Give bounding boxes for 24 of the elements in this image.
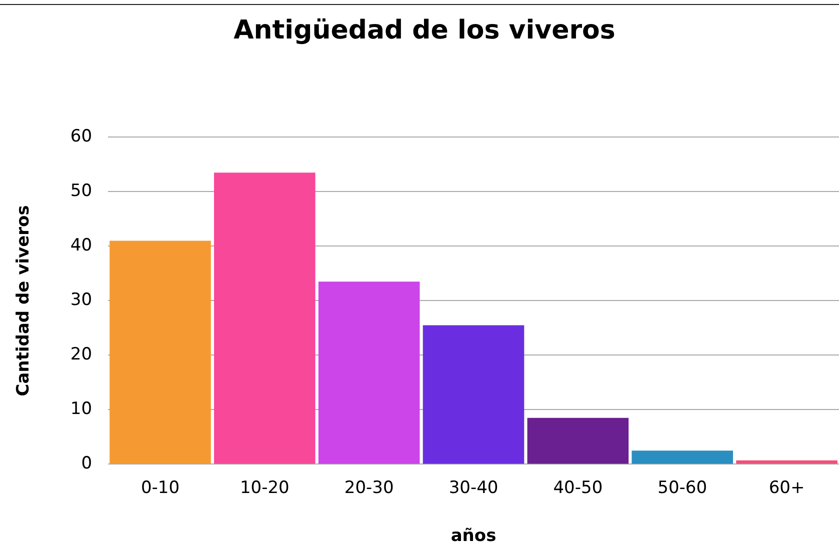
y-tick-label: 50 — [70, 181, 92, 202]
bar — [527, 418, 629, 464]
y-tick-label: 20 — [70, 344, 92, 365]
x-axis-title: años — [450, 526, 496, 546]
bar — [318, 282, 420, 464]
bar — [736, 460, 838, 464]
bar — [422, 325, 524, 464]
x-tick-label: 10-20 — [240, 478, 290, 498]
y-tick-label: 0 — [81, 454, 92, 474]
x-tick-label: 60+ — [768, 478, 805, 498]
x-tick-label: 50-60 — [658, 478, 708, 498]
bar — [214, 172, 316, 464]
bar — [110, 240, 211, 464]
bar — [632, 450, 734, 464]
x-tick-label: 40-50 — [553, 478, 603, 498]
y-axis-title: Cantidad de viveros — [14, 205, 34, 396]
x-tick-label: 20-30 — [344, 478, 394, 498]
y-tick-label: 30 — [70, 290, 92, 310]
chart-title: Antigüedad de los viveros — [234, 15, 616, 46]
y-tick-label: 40 — [70, 236, 92, 256]
x-tick-label: 0-10 — [140, 478, 180, 498]
y-tick-label: 60 — [70, 126, 92, 147]
x-tick-label: 30-40 — [448, 478, 498, 498]
y-tick-label: 10 — [70, 399, 92, 420]
